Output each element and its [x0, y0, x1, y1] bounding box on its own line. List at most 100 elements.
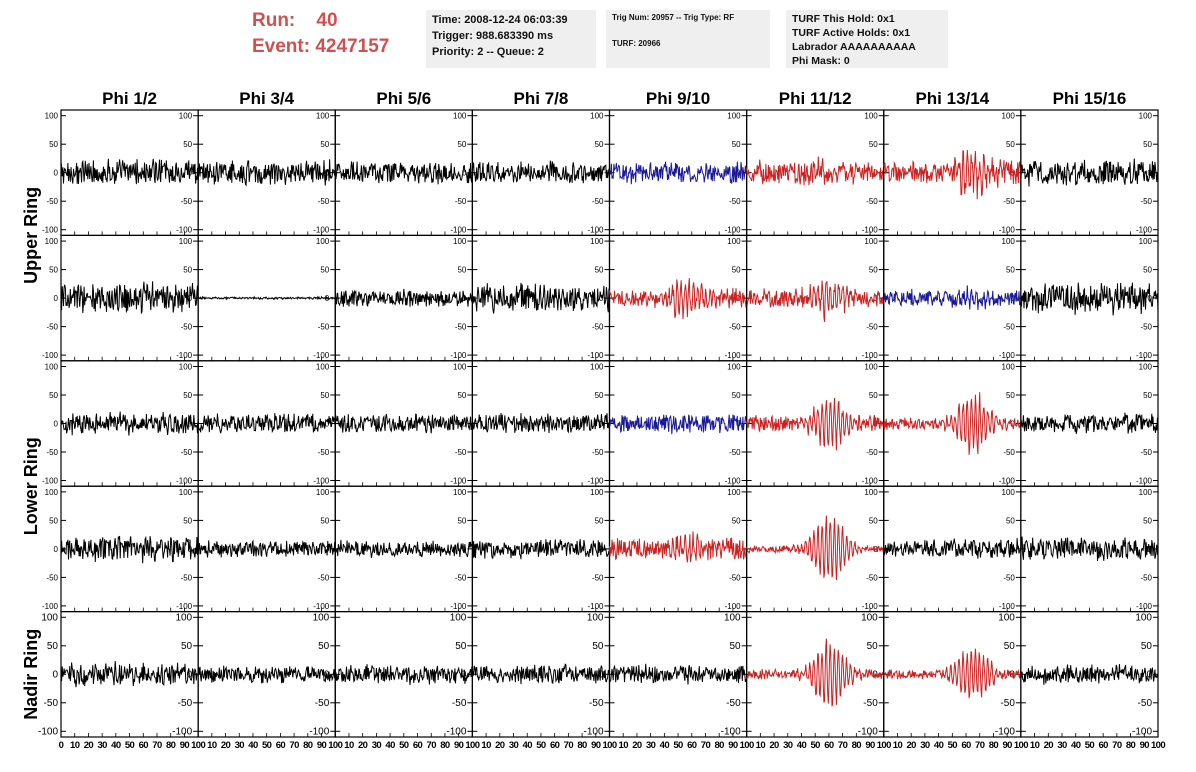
ytick-label-right-0-4-50: 50: [732, 140, 741, 149]
ytick-label-right-3-2-100: 100: [453, 488, 467, 497]
ytick-label-right-4-0-100: 100: [175, 612, 192, 623]
ytick-label-right-2-3-0: 0: [599, 420, 604, 429]
ytick-label-right-2-1-50: 50: [320, 391, 329, 400]
waveform-line-1-1: [197, 295, 336, 301]
xtick-label-2-40: 40: [385, 740, 395, 751]
xtick-label-6-80: 80: [989, 740, 999, 751]
ytick-label-right-2-2--50: -50: [455, 448, 467, 457]
ytick-label-right-2-7-0: 0: [1148, 420, 1153, 429]
xtick-label-5-60: 60: [824, 740, 834, 751]
ytick-label-right-2-1--100: -100: [313, 477, 330, 486]
ytick-label-right-2-4--100: -100: [725, 477, 742, 486]
ytick-label-right-0-6--100: -100: [999, 226, 1016, 235]
xtick-label-4-10: 10: [619, 740, 629, 751]
ytick-label-right-0-3--50: -50: [592, 197, 604, 206]
turf-active-text: TURF Active Holds: 0x1: [792, 27, 911, 39]
ytick-label-right-1-3--100: -100: [587, 351, 604, 360]
xtick-label-7-60: 60: [1098, 740, 1108, 751]
xtick-label-6-40: 40: [934, 740, 944, 751]
xtick-label-2-80: 80: [440, 740, 450, 751]
ytick-label-right-4-6--50: -50: [1000, 698, 1015, 709]
ytick-label-right-4-4--100: -100: [721, 726, 741, 737]
column-header-2: Phi 5/6: [376, 89, 431, 108]
ytick-label-right-3-5-100: 100: [864, 488, 878, 497]
xtick-label-1-90: 90: [317, 740, 327, 751]
ytick-label-right-3-7--50: -50: [1140, 573, 1152, 582]
xtick-label-6-50: 50: [948, 740, 958, 751]
ytick-label-right-4-7-100: 100: [1135, 612, 1152, 623]
ytick-label-right-3-6-50: 50: [1006, 516, 1015, 525]
ytick-label-right-3-0-100: 100: [179, 488, 193, 497]
xtick-label-6-100: 100: [1014, 740, 1028, 751]
ytick-label-right-1-2--100: -100: [450, 351, 467, 360]
xtick-label-5-100: 100: [877, 740, 891, 751]
ytick-label-right-0-0--100: -100: [176, 226, 193, 235]
ytick-label-left-2-50: 50: [49, 391, 58, 400]
xtick-label-0-80: 80: [166, 740, 176, 751]
run-value: 40: [316, 10, 338, 31]
ytick-label-right-0-7--50: -50: [1140, 197, 1152, 206]
ytick-label-right-4-2--50: -50: [452, 698, 467, 709]
priority-text: Priority: 2 -- Queue: 2: [432, 46, 544, 58]
ytick-label-right-2-3--50: -50: [592, 448, 604, 457]
ytick-label-right-2-6--100: -100: [999, 477, 1016, 486]
ytick-label-right-3-1-50: 50: [320, 516, 329, 525]
waveform-line-0-1: [197, 159, 336, 187]
waveform-line-1-0: [60, 281, 199, 314]
ytick-label-right-1-7--50: -50: [1140, 323, 1152, 332]
ytick-label-right-0-6-100: 100: [1002, 112, 1016, 121]
ytick-label-right-0-2--100: -100: [450, 226, 467, 235]
waveform-line-1-6: [883, 285, 1022, 310]
ytick-label-right-4-3-50: 50: [592, 641, 604, 652]
row-title-0: Upper Ring: [21, 187, 41, 284]
ytick-label-right-2-3-50: 50: [595, 391, 604, 400]
xtick-label-6-90: 90: [1002, 740, 1012, 751]
ytick-label-right-3-7-100: 100: [1139, 488, 1153, 497]
ytick-label-right-4-3-100: 100: [587, 612, 604, 623]
xtick-label-7-20: 20: [1044, 740, 1054, 751]
labrador-text: Labrador AAAAAAAAAA: [792, 41, 916, 53]
ytick-label-right-3-7-50: 50: [1143, 516, 1152, 525]
ytick-label-right-0-3-100: 100: [590, 112, 604, 121]
ytick-label-right-3-5--50: -50: [866, 573, 878, 582]
xtick-label-6-20: 20: [906, 740, 916, 751]
ytick-label-left-1--50: -50: [46, 323, 58, 332]
xtick-label-5-90: 90: [865, 740, 875, 751]
ytick-label-right-2-2-0: 0: [462, 420, 467, 429]
xtick-label-4-70: 70: [701, 740, 711, 751]
event-value: 4247157: [315, 36, 390, 57]
ytick-label-right-2-0--100: -100: [176, 477, 193, 486]
ytick-label-left-0--50: -50: [46, 197, 58, 206]
xtick-label-0-40: 40: [111, 740, 121, 751]
ytick-label-left-3--50: -50: [46, 573, 58, 582]
ytick-label-right-1-7-50: 50: [1143, 266, 1152, 275]
waveform-line-4-1: [197, 665, 336, 684]
waveform-line-0-2: [334, 161, 473, 185]
xtick-label-3-50: 50: [536, 740, 546, 751]
xtick-label-0-70: 70: [152, 740, 162, 751]
ytick-label-right-4-5-50: 50: [867, 641, 879, 652]
ytick-label-right-3-0-50: 50: [183, 516, 192, 525]
ytick-label-left-3-100: 100: [45, 488, 59, 497]
ytick-label-right-4-0-50: 50: [181, 641, 193, 652]
waveform-line-2-3: [471, 412, 610, 434]
column-header-0: Phi 1/2: [102, 89, 157, 108]
ytick-label-right-2-7--100: -100: [1136, 477, 1153, 486]
waveform-line-2-2: [334, 413, 473, 434]
xtick-label-1-70: 70: [289, 740, 299, 751]
ytick-label-right-1-4--50: -50: [729, 323, 741, 332]
waveform-line-0-3: [471, 160, 610, 184]
ytick-label-left-3-50: 50: [49, 516, 58, 525]
ytick-label-right-1-2-50: 50: [457, 266, 466, 275]
xtick-label-6-70: 70: [975, 740, 985, 751]
ytick-label-left-0--100: -100: [42, 226, 59, 235]
row-title-1: Lower Ring: [21, 437, 41, 535]
ytick-label-right-0-7-100: 100: [1139, 112, 1153, 121]
waveform-line-2-6: [883, 392, 1022, 455]
xtick-label-7-100: 100: [1151, 740, 1165, 751]
ytick-label-right-4-7--100: -100: [1132, 726, 1152, 737]
ytick-label-left-2--100: -100: [42, 477, 59, 486]
waveform-line-3-0: [60, 535, 199, 564]
ytick-label-right-0-2--50: -50: [455, 197, 467, 206]
ytick-label-left-1--100: -100: [42, 351, 59, 360]
